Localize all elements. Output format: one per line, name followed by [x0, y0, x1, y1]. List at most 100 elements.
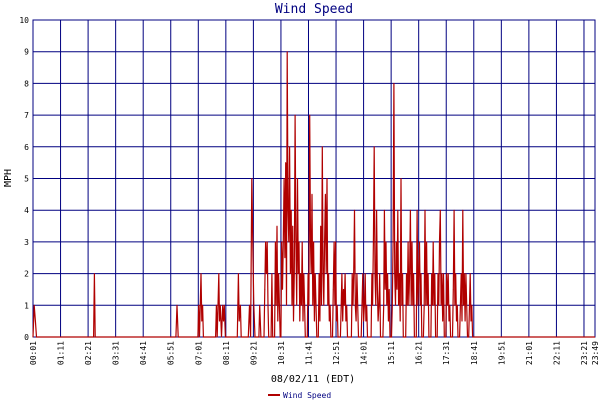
x-tick-label: 01:11 [57, 341, 66, 365]
data-point [278, 304, 280, 306]
data-point [322, 273, 324, 275]
data-point [466, 304, 468, 306]
y-axis-ticks: 0 1 2 3 4 5 6 7 8 9 10 [19, 16, 29, 342]
data-point [409, 209, 411, 211]
data-point [446, 304, 448, 306]
data-point [380, 336, 381, 338]
data-point [315, 304, 317, 306]
data-point [411, 241, 413, 243]
data-point [370, 336, 372, 338]
data-point [363, 304, 365, 306]
data-point [395, 241, 397, 243]
data-point [373, 146, 375, 148]
data-point [435, 336, 437, 338]
data-point [345, 320, 347, 322]
x-tick-label: 23:49 [591, 341, 600, 365]
data-point [33, 304, 35, 306]
y-tick-label: 6 [24, 143, 29, 152]
data-point [336, 304, 338, 306]
data-point [449, 304, 451, 306]
legend: Wind Speed [268, 391, 331, 400]
data-point [366, 304, 368, 306]
data-point [452, 336, 453, 338]
data-point [247, 336, 249, 338]
data-point [287, 209, 289, 211]
data-point [306, 336, 308, 338]
data-point [399, 320, 401, 322]
data-point [397, 209, 399, 211]
data-point [332, 288, 334, 290]
data-point [446, 273, 448, 275]
data-point [396, 288, 398, 290]
y-tick-label: 1 [24, 301, 29, 310]
data-point [450, 336, 452, 338]
data-point [237, 273, 239, 275]
data-point [301, 241, 303, 243]
data-point [335, 241, 337, 243]
data-point [462, 209, 464, 211]
data-point [293, 320, 294, 322]
data-point [276, 225, 278, 227]
data-point [282, 241, 284, 243]
data-point [329, 304, 331, 306]
data-point [222, 304, 224, 306]
data-point [313, 241, 315, 243]
data-point [379, 273, 381, 275]
data-point [445, 336, 447, 338]
data-point [202, 336, 204, 338]
data-point [393, 82, 395, 84]
data-point [93, 336, 95, 338]
data-point [364, 273, 366, 275]
data-point [263, 336, 265, 338]
plot-area [32, 19, 596, 338]
data-point [406, 304, 408, 306]
data-point [288, 241, 290, 243]
data-point [467, 336, 468, 338]
x-axis-label: 08/02/11 (EDT) [271, 374, 355, 385]
data-point [463, 273, 465, 275]
data-point [343, 288, 344, 290]
x-tick-label: 16:21 [415, 341, 424, 365]
y-tick-label: 4 [24, 206, 29, 215]
data-point [423, 304, 425, 306]
data-point [236, 336, 238, 338]
data-point [447, 273, 449, 275]
data-point [292, 225, 294, 227]
data-point [290, 209, 292, 211]
data-point [402, 336, 404, 338]
data-point [417, 304, 419, 306]
data-point [298, 241, 300, 243]
data-point [275, 304, 277, 306]
data-point [253, 304, 255, 306]
data-point [319, 320, 321, 322]
data-point [297, 273, 299, 275]
data-point [378, 304, 380, 306]
data-point [401, 304, 403, 306]
x-tick-label: 22:11 [552, 341, 561, 365]
x-tick-label: 03:31 [112, 341, 121, 365]
data-point [272, 336, 274, 338]
x-tick-label: 19:51 [497, 341, 506, 365]
data-point [32, 336, 34, 338]
data-point [424, 209, 426, 211]
data-point [412, 304, 414, 306]
x-tick-label: 17:31 [442, 341, 451, 365]
x-tick-label: 14:01 [360, 341, 369, 365]
legend-label: Wind Speed [283, 391, 331, 400]
data-point [223, 304, 225, 306]
data-point [376, 288, 378, 290]
data-point [310, 273, 312, 275]
data-point [289, 146, 291, 148]
data-point [300, 304, 302, 306]
data-point [326, 178, 328, 179]
data-point [264, 288, 266, 290]
data-point [176, 304, 178, 306]
data-point [426, 241, 428, 243]
x-axis-ticks: 00:01 01:11 02:21 03:31 04:41 05:51 07:01 08:11… [29, 341, 600, 365]
data-point [342, 320, 344, 322]
data-point [431, 273, 433, 275]
data-point [469, 304, 470, 306]
data-point [300, 273, 302, 275]
data-point [456, 320, 457, 322]
data-point [304, 304, 306, 306]
